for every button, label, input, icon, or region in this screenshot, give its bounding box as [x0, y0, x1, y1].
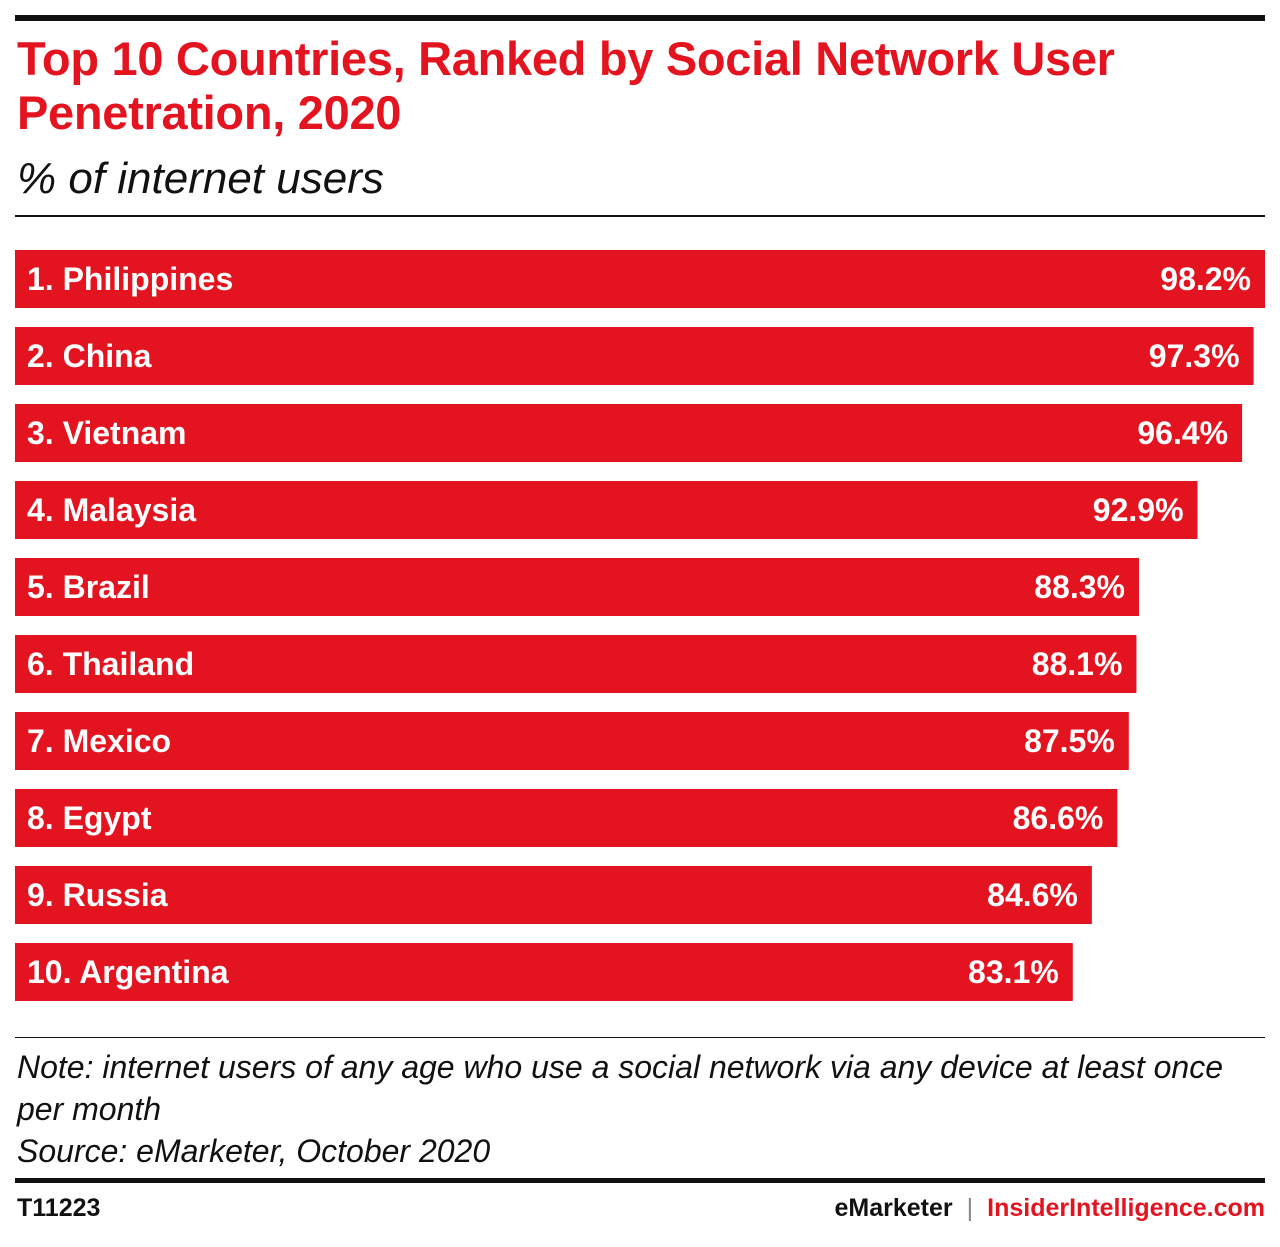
bar-9: [15, 866, 1092, 924]
bar-8: [15, 789, 1118, 847]
value-label: 83.1%: [968, 954, 1059, 990]
chart-title: Top 10 Countries, Ranked by Social Netwo…: [17, 32, 1115, 139]
bar-6: [15, 635, 1137, 693]
bar-10: [15, 943, 1073, 1001]
value-label: 84.6%: [987, 877, 1078, 913]
bar-1: [15, 250, 1265, 308]
value-label: 87.5%: [1024, 723, 1115, 759]
chart-subtitle: % of internet users: [17, 154, 384, 203]
footer-separator: |: [966, 1194, 974, 1222]
bar-chart: 1. Philippines 98.2% 2. China 97.3% 3. Vietn…: [15, 250, 1265, 1001]
bar-group: 1. Philippines 98.2% 2. China 97.3% 3. Vietn…: [15, 250, 1265, 1001]
note-block: Note: internet users of any age who use …: [17, 1046, 1267, 1172]
footer-branding: eMarketer | InsiderIntelligence.com: [835, 1194, 1266, 1223]
footer: T11223 eMarketer | InsiderIntelligence.com: [17, 1194, 1265, 1223]
top-rule: [15, 15, 1265, 21]
value-label: 96.4%: [1137, 415, 1228, 451]
category-label: 7. Mexico: [27, 723, 171, 759]
value-label: 92.9%: [1093, 492, 1184, 528]
header-divider: [15, 215, 1265, 217]
chart-id: T11223: [17, 1194, 101, 1222]
value-label: 97.3%: [1149, 338, 1240, 374]
category-label: 1. Philippines: [27, 261, 233, 297]
bar-5: [15, 558, 1139, 616]
category-label: 6. Thailand: [27, 646, 194, 682]
category-label: 10. Argentina: [27, 954, 229, 990]
source-text: Source: eMarketer, October 2020: [17, 1133, 491, 1169]
bar-7: [15, 712, 1129, 770]
note-text: Note: internet users of any age who use …: [17, 1049, 1224, 1127]
value-label: 88.1%: [1032, 646, 1123, 682]
bar-3: [15, 404, 1243, 462]
category-label: 2. China: [27, 338, 152, 374]
insider-intelligence-link[interactable]: InsiderIntelligence.com: [987, 1194, 1265, 1222]
value-label: 88.3%: [1034, 569, 1125, 605]
bottom-rule: [15, 1178, 1265, 1183]
value-label: 86.6%: [1013, 800, 1104, 836]
category-label: 3. Vietnam: [27, 415, 186, 451]
emarketer-logo: eMarketer: [834, 1194, 953, 1222]
category-label: 8. Egypt: [27, 800, 152, 836]
category-label: 5. Brazil: [27, 569, 150, 605]
bar-2: [15, 327, 1254, 385]
value-label: 98.2%: [1160, 261, 1251, 297]
category-label: 4. Malaysia: [27, 492, 196, 528]
note-divider: [15, 1037, 1265, 1038]
bar-4: [15, 481, 1198, 539]
category-label: 9. Russia: [27, 877, 168, 913]
